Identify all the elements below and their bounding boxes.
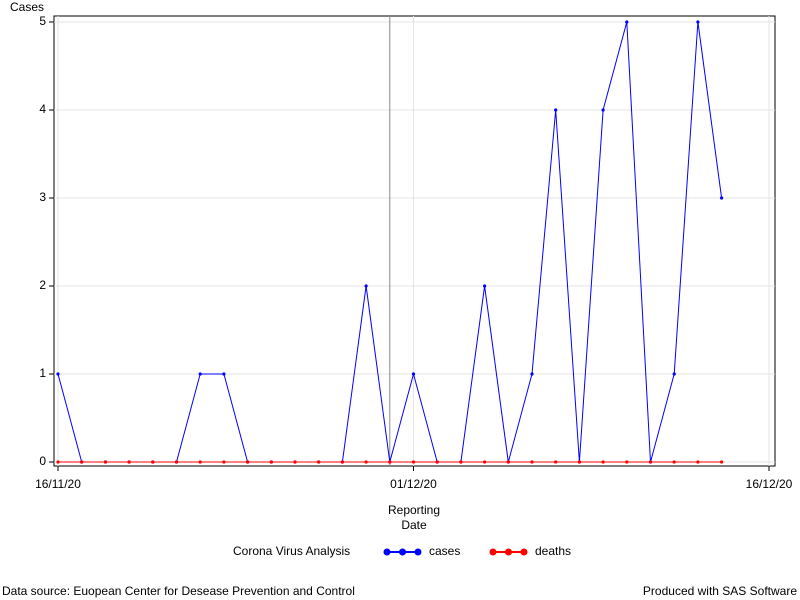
- point-marker: [127, 460, 131, 464]
- plot-frame: [53, 15, 776, 467]
- point-marker: [577, 460, 582, 464]
- point-marker: [459, 460, 463, 464]
- point-marker: [506, 460, 510, 464]
- point-marker: [174, 460, 179, 464]
- point-marker: [411, 460, 416, 464]
- y-tick-label: 3: [39, 190, 46, 204]
- point-marker: [554, 108, 558, 112]
- legend-title: Corona Virus Analysis: [233, 544, 350, 558]
- legend-marker: [414, 548, 422, 556]
- point-marker: [364, 284, 368, 288]
- footnote: Produced with SAS Software: [643, 584, 797, 598]
- point-marker: [388, 460, 392, 464]
- point-marker: [435, 460, 439, 464]
- point-marker: [80, 460, 84, 464]
- x-axis-label: Reporting: [388, 503, 440, 517]
- y-tick-label: 2: [39, 278, 46, 292]
- x-tick-label: 01/12/20: [390, 477, 437, 491]
- point-marker: [672, 460, 676, 464]
- point-marker: [625, 20, 629, 24]
- y-tick-label: 5: [39, 14, 46, 28]
- footnote: Data source: Euopean Center for Desease …: [2, 584, 355, 598]
- point-marker: [56, 372, 60, 376]
- legend-marker: [520, 548, 528, 556]
- point-marker: [56, 460, 60, 464]
- point-marker: [222, 460, 226, 464]
- x-axis-label: Date: [401, 518, 427, 532]
- point-marker: [198, 460, 202, 464]
- y-tick-label: 1: [39, 366, 46, 380]
- point-marker: [246, 460, 250, 464]
- point-marker: [696, 20, 700, 24]
- x-tick-label: 16/11/20: [35, 477, 81, 491]
- point-marker: [364, 460, 368, 464]
- point-marker: [720, 196, 724, 200]
- point-marker: [672, 372, 676, 376]
- point-marker: [198, 372, 202, 376]
- point-marker: [483, 284, 487, 288]
- y-tick-label: 4: [39, 102, 46, 116]
- point-marker: [530, 460, 534, 464]
- point-marker: [483, 460, 487, 464]
- legend-label: cases: [429, 544, 460, 558]
- point-marker: [269, 460, 273, 464]
- y-tick-label: 0: [39, 454, 46, 468]
- point-marker: [411, 372, 416, 376]
- point-marker: [340, 460, 344, 464]
- point-marker: [601, 108, 605, 112]
- point-marker: [648, 460, 653, 464]
- legend-label: deaths: [535, 544, 571, 558]
- legend-marker: [383, 548, 391, 556]
- legend-marker: [505, 548, 512, 556]
- point-marker: [317, 460, 321, 464]
- point-marker: [720, 460, 724, 464]
- point-marker: [103, 460, 107, 464]
- point-marker: [601, 460, 605, 464]
- legend-marker: [399, 548, 406, 556]
- point-marker: [554, 460, 558, 464]
- x-tick-label: 16/12/20: [746, 477, 793, 491]
- point-marker: [625, 460, 629, 464]
- point-marker: [222, 372, 226, 376]
- point-marker: [696, 460, 700, 464]
- y-axis-label: Cases: [10, 0, 44, 14]
- point-marker: [530, 372, 534, 376]
- legend-marker: [489, 548, 497, 556]
- point-marker: [293, 460, 297, 464]
- point-marker: [151, 460, 155, 464]
